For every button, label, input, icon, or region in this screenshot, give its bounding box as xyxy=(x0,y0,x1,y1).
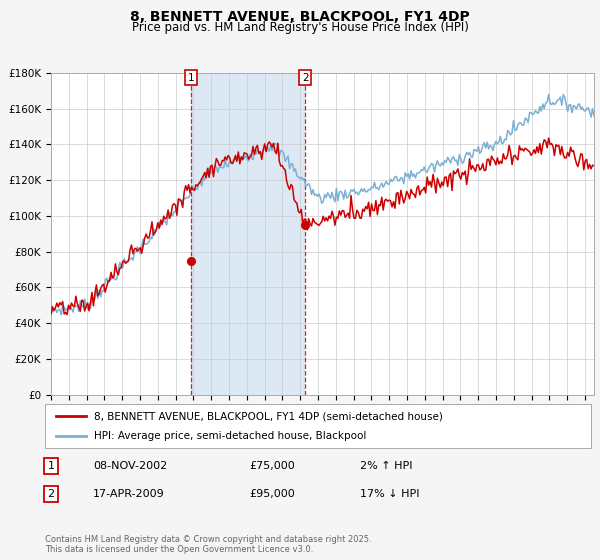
Text: 2: 2 xyxy=(302,73,309,83)
Text: 8, BENNETT AVENUE, BLACKPOOL, FY1 4DP (semi-detached house): 8, BENNETT AVENUE, BLACKPOOL, FY1 4DP (s… xyxy=(94,411,443,421)
Text: 1: 1 xyxy=(187,73,194,83)
Text: 2: 2 xyxy=(47,489,55,499)
Text: 17-APR-2009: 17-APR-2009 xyxy=(93,489,165,499)
Text: £95,000: £95,000 xyxy=(249,489,295,499)
Text: 1: 1 xyxy=(47,461,55,471)
Text: HPI: Average price, semi-detached house, Blackpool: HPI: Average price, semi-detached house,… xyxy=(94,431,367,441)
Text: 2% ↑ HPI: 2% ↑ HPI xyxy=(360,461,413,471)
Text: Contains HM Land Registry data © Crown copyright and database right 2025.
This d: Contains HM Land Registry data © Crown c… xyxy=(45,535,371,554)
Text: Price paid vs. HM Land Registry's House Price Index (HPI): Price paid vs. HM Land Registry's House … xyxy=(131,21,469,34)
Text: 08-NOV-2002: 08-NOV-2002 xyxy=(93,461,167,471)
Text: £75,000: £75,000 xyxy=(249,461,295,471)
Bar xyxy=(191,73,305,395)
Text: 17% ↓ HPI: 17% ↓ HPI xyxy=(360,489,419,499)
Text: 8, BENNETT AVENUE, BLACKPOOL, FY1 4DP: 8, BENNETT AVENUE, BLACKPOOL, FY1 4DP xyxy=(130,10,470,24)
